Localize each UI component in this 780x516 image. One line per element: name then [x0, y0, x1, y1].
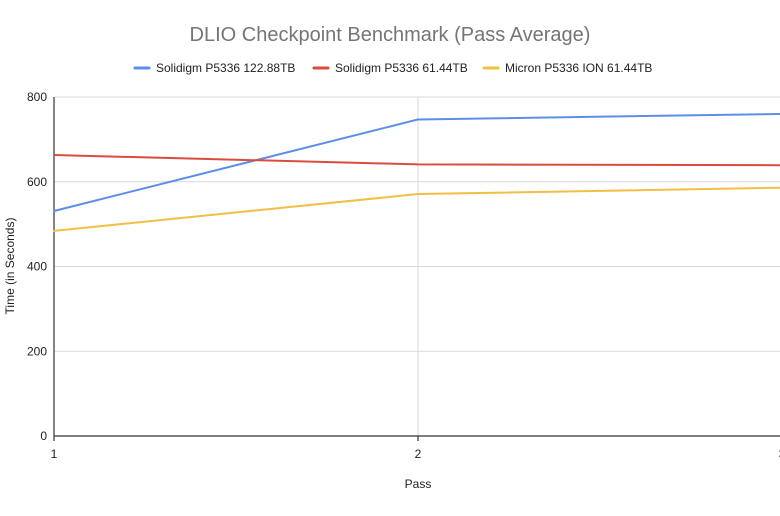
- legend: Solidigm P5336 122.88TB Solidigm P5336 61…: [133, 61, 652, 75]
- x-tick-label: 2: [415, 447, 422, 461]
- y-tick-label: 400: [27, 260, 47, 274]
- legend-label: Solidigm P5336 61.44TB: [335, 61, 468, 75]
- y-tick-label: 0: [40, 429, 47, 443]
- series-line-3: [53, 186, 780, 232]
- y-axis-title: Time (in Seconds): [3, 218, 17, 315]
- legend-item: Solidigm P5336 122.88TB: [133, 61, 295, 75]
- chart-title: DLIO Checkpoint Benchmark (Pass Average): [190, 24, 591, 46]
- y-tick-label: 600: [27, 175, 47, 189]
- axes: 0 200 400 600 800 1 2 3: [27, 90, 780, 461]
- series-line-2: [53, 154, 780, 167]
- series-line-1: [53, 112, 780, 212]
- legend-label: Micron P5336 ION 61.44TB: [505, 61, 652, 75]
- x-tick-label: 3: [779, 447, 780, 461]
- series-layer: [53, 112, 780, 232]
- legend-item: Micron P5336 ION 61.44TB: [482, 61, 652, 75]
- y-tick-label: 800: [27, 90, 47, 104]
- x-axis-title: Pass: [405, 477, 432, 491]
- grid: [54, 96, 780, 436]
- y-tick-label: 200: [27, 344, 47, 358]
- x-tick-label: 1: [51, 447, 58, 461]
- legend-item: Solidigm P5336 61.44TB: [312, 61, 468, 75]
- legend-label: Solidigm P5336 122.88TB: [156, 61, 295, 75]
